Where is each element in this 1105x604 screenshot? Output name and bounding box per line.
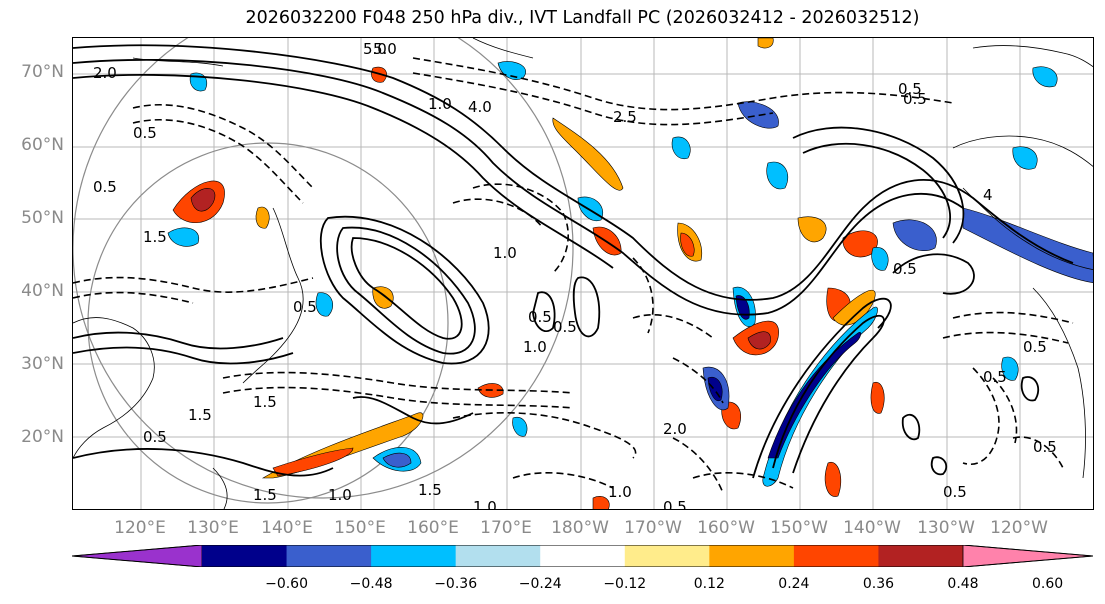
lon-label-180w: 180°W: [551, 518, 609, 538]
contour-label: 1.5: [418, 481, 442, 499]
colorbar-tick-label: −0.36: [434, 576, 478, 592]
contour-label: 0.5: [898, 80, 922, 98]
colorbar-extend-low: [72, 545, 203, 567]
contour-label: 2.0: [93, 64, 117, 82]
colorbar-bin: [624, 545, 710, 567]
lon-label-130e: 130°E: [187, 518, 239, 538]
lat-label-70n: 70°N: [21, 62, 64, 82]
lat-label-30n: 30°N: [21, 354, 64, 374]
lat-label-20n: 20°N: [21, 427, 64, 447]
contour-label: 0.5: [143, 428, 167, 446]
contour-label: 0.5: [553, 318, 577, 336]
lon-label-140w: 140°W: [843, 518, 901, 538]
contour-label: 1.5: [253, 393, 277, 411]
colorbar-bin: [371, 545, 457, 567]
colorbar-tick-label: 0.60: [1031, 576, 1064, 592]
lon-label-160e: 160°E: [407, 518, 459, 538]
contour-label: 0.5: [133, 124, 157, 142]
colorbar-bin: [286, 545, 372, 567]
contour-label: 0.5: [1033, 438, 1057, 456]
range-circles: [73, 38, 574, 504]
contour-label: 1.0: [328, 486, 352, 504]
colorbar-tick-label: 0.12: [693, 576, 725, 592]
ivt-contours: [73, 44, 1074, 479]
lon-label-120w: 120°W: [990, 518, 1048, 538]
colorbar-bin: [709, 545, 795, 567]
colorbar-tick-label: 0.48: [947, 576, 979, 592]
lat-label-50n: 50°N: [21, 208, 64, 228]
map-panel: 5.0 2.0 0.5 1.0 1.5 4.0 2.5 0.5 1.0 1.5 0.5 2.0 0.5 5…: [72, 37, 1094, 510]
contour-label: 0.5: [893, 260, 917, 278]
colorbar-tick-label: −0.24: [518, 576, 562, 592]
contour-label: 0.5: [293, 298, 317, 316]
contour-label: 4: [983, 186, 993, 204]
map-plot: [73, 38, 1093, 509]
colorbar-bin: [793, 545, 879, 567]
colorbar-tick-label: −0.12: [603, 576, 647, 592]
ivt-dashed-contours: [73, 57, 1074, 494]
lon-label-170e: 170°E: [480, 518, 532, 538]
contour-label: 1.0: [523, 338, 547, 356]
colorbar-tick-label: 0.24: [778, 576, 810, 592]
colorbar-tick-label: −0.48: [349, 576, 393, 592]
contour-label: 0.5: [943, 483, 967, 501]
colorbar-bin: [878, 545, 964, 567]
lon-label-120e: 120°E: [114, 518, 166, 538]
colorbar-tick-label: 0.36: [862, 576, 895, 592]
contour-label: 5.0: [373, 40, 397, 58]
contour-label: 0.5: [983, 368, 1007, 386]
contour-label: 1.0: [473, 498, 497, 510]
lat-label-40n: 40°N: [21, 281, 64, 301]
colorbar: [72, 545, 1093, 567]
contour-label: 2.5: [613, 108, 637, 126]
colorbar-extend-high: [962, 545, 1093, 567]
colorbar-tick-label: −0.60: [265, 576, 308, 592]
convergence-shading: [167, 61, 1093, 487]
contour-label: 2.0: [663, 420, 687, 438]
coastlines: [73, 38, 1093, 509]
lon-label-140e: 140°E: [261, 518, 313, 538]
contour-label: 0.5: [528, 308, 552, 326]
colorbar-bin: [540, 545, 626, 567]
contour-label: 0.5: [1023, 338, 1047, 356]
contour-label: 1.5: [188, 406, 212, 424]
contour-label: 1.5: [253, 486, 277, 504]
contour-label: 5.0: [363, 40, 387, 58]
divergence-shading: [172, 38, 885, 509]
lon-label-150w: 150°W: [770, 518, 828, 538]
lat-label-60n: 60°N: [21, 135, 64, 155]
contour-label: 1.0: [493, 244, 517, 262]
contour-label: 0.5: [903, 90, 927, 108]
lon-label-170w: 170°W: [624, 518, 682, 538]
colorbar-bin: [202, 545, 288, 567]
contour-label: 4.0: [468, 98, 492, 116]
contour-label: 1.0: [608, 483, 632, 501]
map-title: 2026032200 F048 250 hPa div., IVT Landfa…: [245, 8, 920, 28]
lon-label-160w: 160°W: [697, 518, 755, 538]
contour-label: 0.5: [663, 498, 687, 510]
contour-label: 0.5: [93, 178, 117, 196]
contour-label: 1.5: [143, 228, 167, 246]
colorbar-bin: [455, 545, 541, 567]
lon-label-130w: 130°W: [917, 518, 975, 538]
contour-label: 1.0: [428, 95, 452, 113]
lon-label-150e: 150°E: [334, 518, 386, 538]
graticule: [73, 38, 1093, 509]
